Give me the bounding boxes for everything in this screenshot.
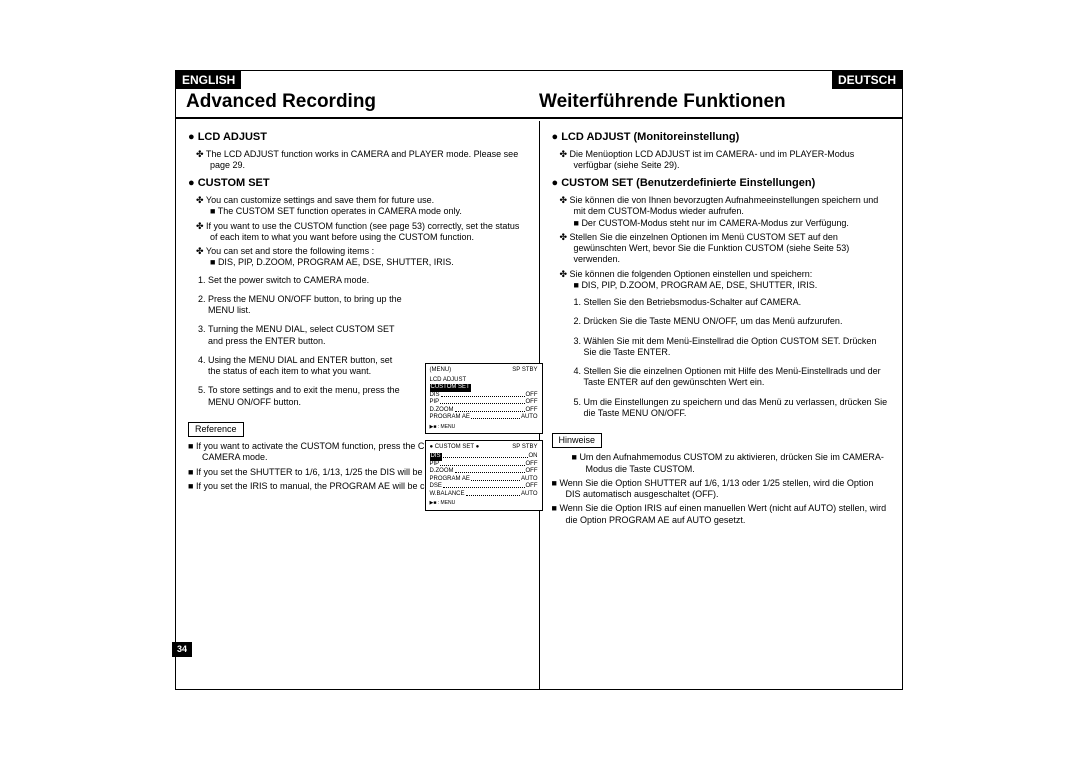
- body-text: Stellen Sie die einzelnen Optionen im Me…: [574, 232, 891, 266]
- lang-tag-deutsch: DEUTSCH: [832, 71, 902, 89]
- body-text: Der CUSTOM-Modus steht nur im CAMERA-Mod…: [588, 218, 891, 229]
- body-text: The CUSTOM SET function operates in CAME…: [224, 206, 527, 217]
- step-item: Um die Einstellungen zu speichern und da…: [584, 397, 891, 420]
- osd-menu-illustrations: (MENU) SP STBY LCD ADJUST CUSTOM SET DIS…: [425, 363, 543, 517]
- section-lcd-adjust-de: LCD ADJUST (Monitoreinstellung): [552, 131, 891, 145]
- menu-item-highlighted: CUSTOM SET: [430, 384, 471, 392]
- body-text: Sie können die von Ihnen bevorzugten Auf…: [574, 195, 891, 229]
- step-item: Set the power switch to CAMERA mode.: [208, 275, 407, 286]
- menu-footer: : MENU: [438, 424, 456, 430]
- body-text: If you want to use the CUSTOM function (…: [210, 221, 527, 244]
- menu-item: PROGRAM AE: [430, 476, 470, 484]
- menu-title: ● CUSTOM SET ●: [430, 444, 480, 452]
- manual-page: ENGLISH DEUTSCH Advanced Recording Weite…: [175, 70, 903, 690]
- menu-item: LCD ADJUST: [430, 377, 538, 385]
- hinweise-label: Hinweise: [552, 433, 603, 448]
- menu-value: OFF: [526, 483, 538, 491]
- body-text: DIS, PIP, D.ZOOM, PROGRAM AE, DSE, SHUTT…: [224, 257, 527, 268]
- body-text: Sie können die folgenden Optionen einste…: [574, 269, 891, 292]
- menu-status: SP STBY: [512, 367, 537, 375]
- section-lcd-adjust: LCD ADJUST: [188, 131, 527, 145]
- body-text: DIS, PIP, D.ZOOM, PROGRAM AE, DSE, SHUTT…: [588, 280, 891, 291]
- menu-value: OFF: [526, 461, 538, 469]
- menu-item: W.BALANCE: [430, 491, 465, 499]
- note-text: Wenn Sie die Option SHUTTER auf 1/6, 1/1…: [566, 478, 891, 501]
- body-text: Sie können die folgenden Optionen einste…: [570, 269, 813, 279]
- menu-value: OFF: [526, 399, 538, 407]
- body-text: You can set and store the following item…: [210, 246, 527, 269]
- osd-menu-top: (MENU) SP STBY LCD ADJUST CUSTOM SET DIS…: [425, 363, 543, 434]
- body-text: Sie können die von Ihnen bevorzugten Auf…: [570, 195, 879, 216]
- body-text: You can customize settings and save them…: [210, 195, 527, 218]
- step-item: Wählen Sie mit dem Menü-Einstellrad die …: [584, 336, 891, 359]
- osd-menu-bottom: ● CUSTOM SET ● SP STBY DIS ON PIP OFF D.ZO…: [425, 440, 543, 511]
- note-text: Um den Aufnahmemodus CUSTOM zu aktiviere…: [586, 452, 891, 475]
- menu-value: ON: [529, 453, 538, 461]
- menu-item: D.ZOOM: [430, 407, 454, 415]
- step-item: Stellen Sie die einzelnen Optionen mit H…: [584, 366, 891, 389]
- step-item: Turning the MENU DIAL, select CUSTOM SET…: [208, 324, 407, 347]
- menu-title: (MENU): [430, 367, 452, 375]
- menu-item: PIP: [430, 461, 440, 469]
- menu-value: OFF: [526, 468, 538, 476]
- menu-item: PROGRAM AE: [430, 414, 470, 422]
- title-row: Advanced Recording Weiterführende Funkti…: [176, 89, 902, 119]
- step-item: Stellen Sie den Betriebsmodus-Schalter a…: [584, 297, 891, 308]
- body-text: You can set and store the following item…: [206, 246, 374, 256]
- menu-item: D.ZOOM: [430, 468, 454, 476]
- menu-value: AUTO: [521, 476, 538, 484]
- german-column: LCD ADJUST (Monitoreinstellung) Die Menü…: [540, 121, 903, 689]
- menu-item: DSE: [430, 483, 442, 491]
- menu-status: SP STBY: [512, 444, 537, 452]
- title-german: Weiterführende Funktionen: [539, 89, 902, 117]
- body-text: Die Menüoption LCD ADJUST ist im CAMERA-…: [574, 149, 891, 172]
- step-item: To store settings and to exit the menu, …: [208, 385, 407, 408]
- note-text: Wenn Sie die Option IRIS auf einen manue…: [566, 503, 891, 526]
- menu-item: DIS: [430, 392, 440, 400]
- menu-footer: : MENU: [438, 500, 456, 506]
- menu-value: AUTO: [521, 414, 538, 422]
- menu-item: PIP: [430, 399, 440, 407]
- section-custom-set-de: CUSTOM SET (Benutzerdefinierte Einstellu…: [552, 177, 891, 191]
- menu-value: AUTO: [521, 491, 538, 499]
- english-column: LCD ADJUST The LCD ADJUST function works…: [176, 121, 539, 689]
- body-text: The LCD ADJUST function works in CAMERA …: [210, 149, 527, 172]
- title-english: Advanced Recording: [176, 89, 539, 117]
- menu-item-highlighted: DIS: [430, 453, 442, 461]
- step-item: Press the MENU ON/OFF button, to bring u…: [208, 294, 407, 317]
- lang-tag-english: ENGLISH: [176, 71, 241, 89]
- reference-label: Reference: [188, 422, 244, 437]
- section-custom-set: CUSTOM SET: [188, 177, 527, 191]
- content-columns: LCD ADJUST The LCD ADJUST function works…: [176, 121, 902, 689]
- menu-value: OFF: [526, 392, 538, 400]
- step-item: Using the MENU DIAL and ENTER button, se…: [208, 355, 407, 378]
- step-item: Drücken Sie die Taste MENU ON/OFF, um da…: [584, 316, 891, 327]
- body-text: You can customize settings and save them…: [206, 195, 434, 205]
- page-number-badge: 34: [172, 642, 192, 657]
- menu-value: OFF: [526, 407, 538, 415]
